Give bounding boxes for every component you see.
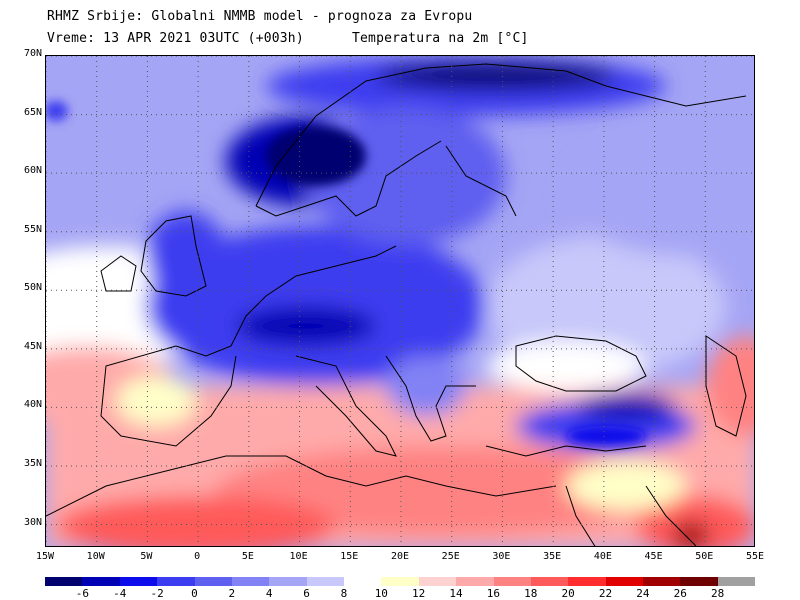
legend-swatch [643, 577, 681, 586]
legend-swatch [530, 577, 569, 586]
legend-label: -4 [113, 587, 127, 600]
lat-tick-label: 35N [23, 458, 42, 469]
legend-label: 28 [711, 587, 725, 600]
lat-tick-label: 70N [23, 48, 42, 59]
legend-label: 6 [303, 587, 310, 600]
lat-tick-label: 30N [23, 516, 42, 528]
lon-tick-label: 50E [695, 551, 714, 562]
legend-label: 16 [486, 587, 501, 600]
legend-swatch [194, 577, 232, 586]
legend-label: 24 [636, 587, 650, 600]
cold-cores [46, 101, 646, 446]
legend-label: 20 [561, 587, 575, 600]
legend-label: 10 [374, 587, 388, 600]
temperature-map [45, 55, 755, 547]
lon-tick-label: 15E [340, 551, 359, 562]
lon-tick-label: 40E [593, 551, 612, 562]
legend-label: 18 [524, 587, 538, 600]
legend-label: 26 [673, 587, 687, 600]
legend-swatch [568, 577, 606, 586]
legend-swatch [82, 577, 120, 586]
lat-tick-label: 45N [23, 340, 42, 352]
map-title: RHMZ Srbije: Globalni NMMB model - progn… [47, 9, 473, 24]
legend-label: 14 [449, 587, 463, 600]
lon-tick-label: 45E [644, 551, 663, 562]
lat-tick-label: 55N [23, 223, 42, 235]
legend-swatch [680, 577, 718, 586]
lon-gridlines [46, 56, 706, 546]
lon-tick-label: 0 [194, 551, 201, 562]
map-canvas [46, 56, 754, 546]
color-legend [45, 577, 756, 586]
legend-swatch [119, 577, 158, 586]
legend-swatch [493, 577, 531, 586]
lon-tick-label: 5W [140, 551, 153, 562]
forecast-time: Vreme: 13 APR 2021 03UTC (+003h) [47, 31, 304, 46]
lon-tick-label: 10W [86, 551, 105, 562]
legend-label: 12 [412, 587, 426, 600]
legend-swatch [45, 577, 83, 586]
variable-label: Temperatura na 2m [°C] [352, 31, 529, 46]
legend-label: -2 [150, 587, 164, 600]
legend-label: 8 [340, 587, 348, 600]
lat-tick-label: 40N [23, 399, 42, 411]
lon-tick-label: 15W [35, 551, 55, 562]
legend-label: 22 [598, 587, 613, 600]
legend-swatch [605, 577, 643, 586]
lat-tick-label: 50N [23, 282, 42, 294]
lon-tick-label: 10E [289, 551, 308, 562]
lon-tick-label: 30E [492, 551, 511, 562]
legend-swatch [381, 577, 419, 586]
legend-label: 2 [228, 587, 236, 600]
lon-tick-label: 25E [441, 551, 460, 562]
legend-swatch [306, 577, 344, 586]
legend-label: 4 [265, 587, 273, 600]
legend-swatch [157, 577, 195, 586]
lon-tick-label: 20E [390, 551, 410, 562]
legend-swatch [717, 577, 756, 586]
lon-tick-label: 5E [241, 551, 254, 562]
lat-tick-label: 60N [23, 165, 42, 177]
lon-tick-label: 35E [543, 551, 562, 562]
legend-label: 0 [191, 587, 198, 600]
lat-tick-label: 65N [23, 106, 42, 118]
legend-swatch [269, 577, 307, 586]
coastlines [46, 63, 747, 546]
legend-swatch [231, 577, 270, 586]
legend-swatch [456, 577, 494, 586]
legend-swatch [344, 577, 382, 586]
lon-tick-label: 55E [745, 551, 765, 562]
legend-swatch [418, 577, 457, 586]
legend-label: -6 [75, 587, 89, 600]
